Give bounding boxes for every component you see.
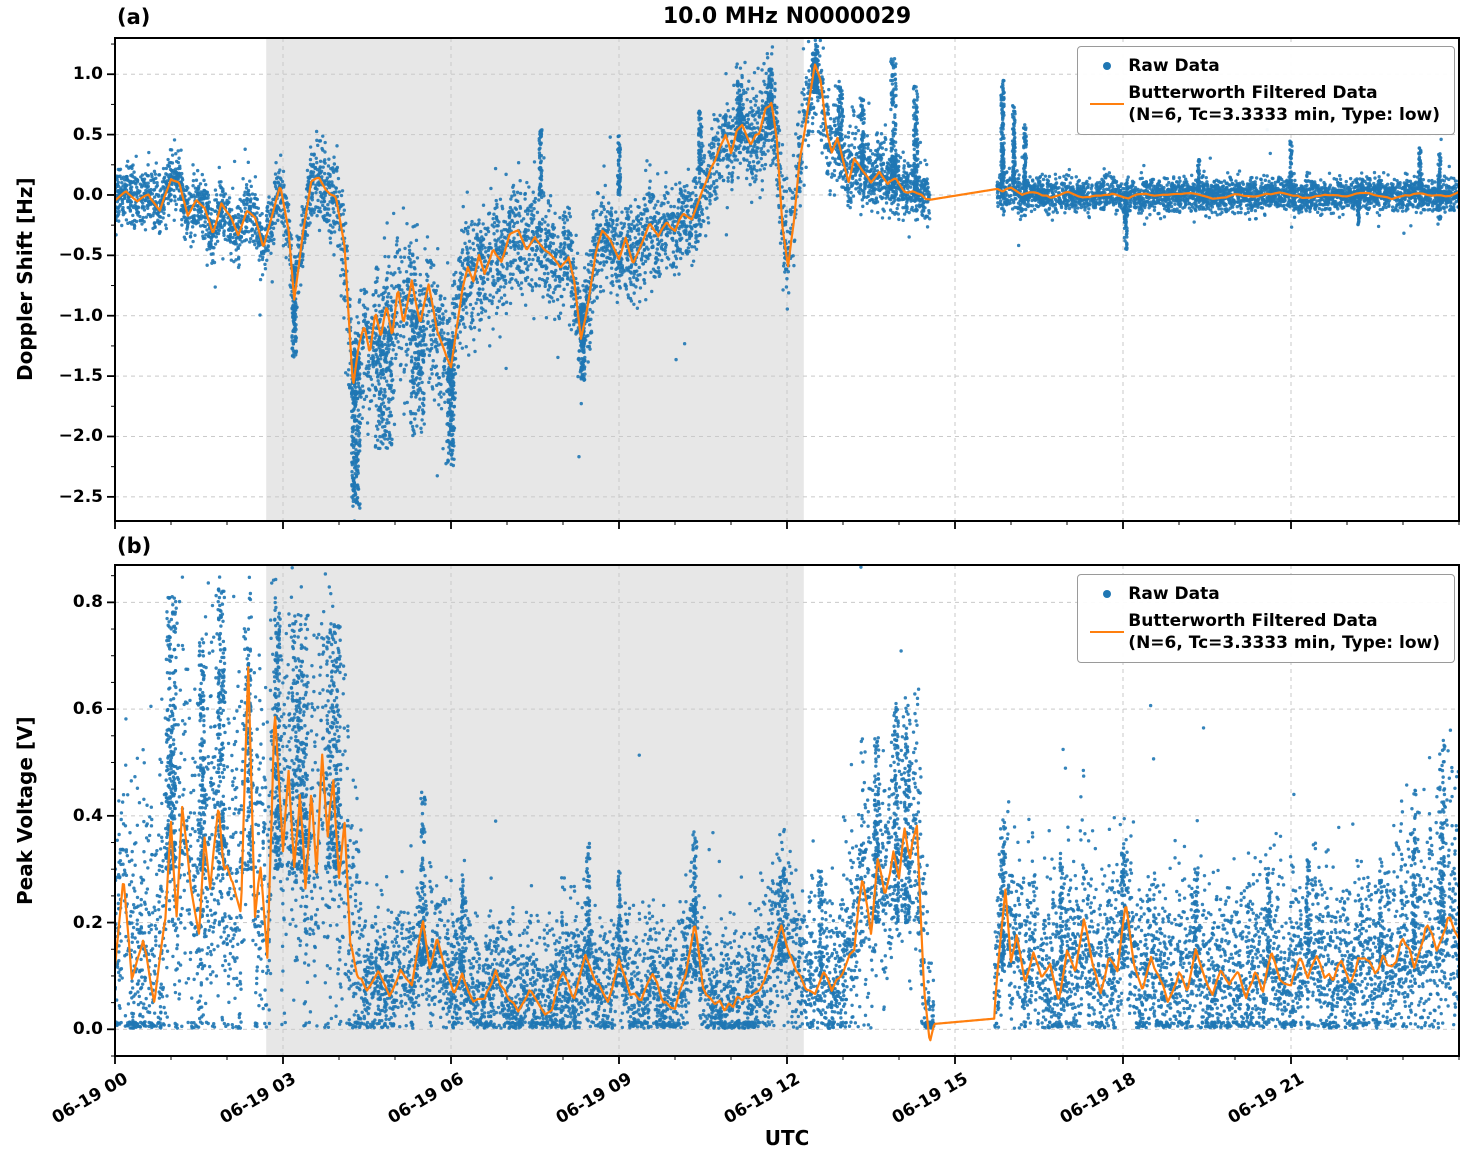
legend-raw-row: Raw Data	[1086, 583, 1440, 605]
y-tick-label: 0.0	[72, 1019, 103, 1040]
panel-b-label: (b)	[117, 534, 152, 558]
y-tick-label: 1.0	[72, 64, 103, 85]
raw-data-dot-icon	[1103, 590, 1112, 599]
legend-raw-row: Raw Data	[1086, 55, 1440, 77]
panel-a-y-axis-label: Doppler Shift [Hz]	[13, 177, 37, 382]
y-tick-label: 0.0	[72, 184, 103, 205]
filtered-data-label: Butterworth Filtered Data (N=6, Tc=3.333…	[1128, 610, 1440, 654]
raw-data-label: Raw Data	[1128, 584, 1220, 604]
filtered-line-icon	[1090, 103, 1125, 106]
y-tick-label: 0.5	[72, 124, 103, 145]
filtered-label-line1: Butterworth Filtered Data	[1128, 83, 1378, 104]
filtered-data-label: Butterworth Filtered Data (N=6, Tc=3.333…	[1128, 82, 1440, 126]
legend-filtered-row: Butterworth Filtered Data (N=6, Tc=3.333…	[1086, 610, 1440, 654]
raw-data-dot-icon	[1103, 62, 1112, 71]
y-tick-label: −2.5	[58, 486, 103, 507]
y-tick-label: 0.4	[72, 805, 103, 826]
filtered-label-line2: (N=6, Tc=3.3333 min, Type: low)	[1128, 105, 1440, 126]
panel-a-label: (a)	[117, 5, 151, 29]
y-tick-label: −1.0	[58, 305, 103, 326]
y-tick-label: 0.2	[72, 912, 103, 933]
figure-title: 10.0 MHz N0000029	[662, 4, 912, 29]
y-tick-label: −1.5	[58, 366, 103, 387]
x-axis-label: UTC	[764, 1126, 810, 1150]
y-tick-label: −0.5	[58, 245, 103, 266]
filtered-label-line2: (N=6, Tc=3.3333 min, Type: low)	[1128, 633, 1440, 654]
legend-filtered-row: Butterworth Filtered Data (N=6, Tc=3.333…	[1086, 82, 1440, 126]
panel-a-legend: Raw Data Butterworth Filtered Data (N=6,…	[1077, 46, 1455, 136]
y-tick-label: −2.0	[58, 426, 103, 447]
filtered-line-icon	[1090, 631, 1125, 634]
y-tick-label: 0.8	[72, 592, 103, 613]
y-tick-label: 0.6	[72, 699, 103, 720]
raw-data-label: Raw Data	[1128, 56, 1220, 76]
filtered-label-line1: Butterworth Filtered Data	[1128, 611, 1378, 632]
panel-b-legend: Raw Data Butterworth Filtered Data (N=6,…	[1077, 574, 1455, 664]
